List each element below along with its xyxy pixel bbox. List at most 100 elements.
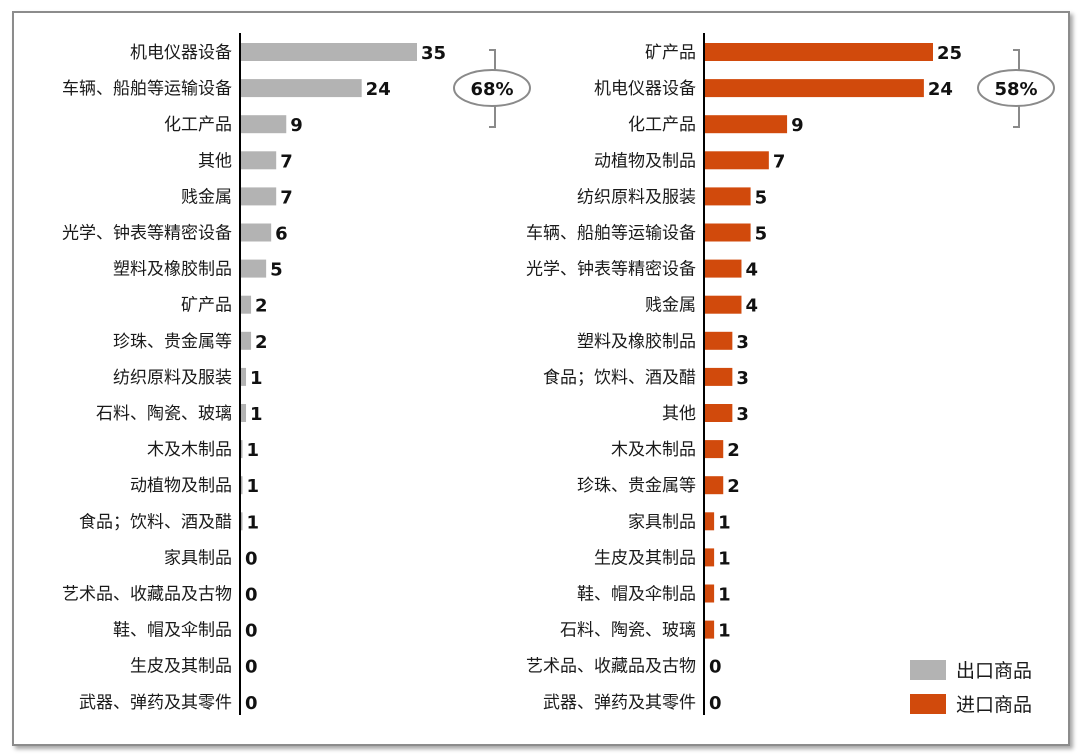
export-bar <box>241 295 252 314</box>
export-category-label: 光学、钟表等精密设备 <box>62 224 232 244</box>
export-category-label: 武器、弹药及其零件 <box>79 693 232 713</box>
export-bar <box>241 115 287 134</box>
import-bar <box>705 43 933 61</box>
export-category-label: 食品；饮料、酒及醋 <box>79 512 232 532</box>
import-bar <box>705 115 788 134</box>
export-value-label: 1 <box>247 440 260 461</box>
import-share-ellipse <box>977 69 1055 107</box>
import-bar <box>705 512 715 531</box>
export-bar <box>241 79 362 98</box>
import-value-label: 5 <box>755 224 768 245</box>
import-category-label: 艺术品、收藏品及古物 <box>526 657 696 677</box>
export-bar <box>241 440 243 459</box>
import-bar <box>705 259 742 278</box>
import-bar <box>705 367 733 386</box>
import-value-label: 0 <box>709 693 722 714</box>
export-value-label: 0 <box>245 621 258 642</box>
import-category-label: 动植物及制品 <box>594 151 696 171</box>
import-category-label: 珍珠、贵金属等 <box>577 476 696 496</box>
export-value-label: 2 <box>255 332 268 353</box>
export-category-label: 车辆、船舶等运输设备 <box>62 79 232 99</box>
export-value-label: 35 <box>421 43 446 64</box>
import-value-label: 1 <box>718 621 731 642</box>
export-share-ellipse <box>453 69 531 107</box>
import-value-label: 25 <box>937 43 962 64</box>
import-value-label: 3 <box>736 404 749 425</box>
import-value-label: 24 <box>928 79 953 100</box>
export-category-label: 贱金属 <box>181 187 232 207</box>
export-value-label: 0 <box>245 585 258 606</box>
export-category-label: 石料、陶瓷、玻璃 <box>96 404 232 424</box>
import-category-label: 木及木制品 <box>611 440 696 460</box>
import-category-label: 车辆、船舶等运输设备 <box>526 224 696 244</box>
import-value-label: 5 <box>755 187 768 208</box>
export-category-label: 矿产品 <box>181 296 232 316</box>
export-value-label: 5 <box>270 260 283 281</box>
legend-swatch <box>910 694 946 714</box>
export-bar <box>241 404 247 422</box>
import-value-label: 3 <box>736 332 749 353</box>
export-bar <box>241 367 247 386</box>
import-bar <box>705 620 715 639</box>
import-category-label: 其他 <box>662 404 696 424</box>
export-bar <box>241 259 267 278</box>
import-bar <box>705 404 733 422</box>
import-bar <box>705 331 733 350</box>
export-category-label: 珍珠、贵金属等 <box>113 332 232 352</box>
import-category-label: 光学、钟表等精密设备 <box>526 260 696 280</box>
legend-label: 出口商品 <box>956 660 1032 682</box>
import-category-label: 鞋、帽及伞制品 <box>577 585 696 605</box>
import-value-label: 4 <box>745 260 758 281</box>
export-value-label: 0 <box>245 657 258 678</box>
export-category-label: 纺织原料及服装 <box>113 368 232 388</box>
import-value-label: 0 <box>709 657 722 678</box>
export-share-label: 68% <box>470 79 513 100</box>
import-bar <box>705 476 724 495</box>
legend-swatch <box>910 660 946 680</box>
import-bar <box>705 440 724 459</box>
export-bar <box>241 187 277 206</box>
export-category-label: 塑料及橡胶制品 <box>113 260 232 280</box>
export-bar <box>241 43 417 61</box>
import-category-label: 食品；饮料、酒及醋 <box>543 368 696 388</box>
export-category-label: 化工产品 <box>164 115 232 135</box>
import-category-label: 石料、陶瓷、玻璃 <box>560 621 696 641</box>
export-chart: 机电仪器设备 35 车辆、船舶等运输设备 24 化工产品 9 其他 7 贱金属 7 光学、钟表等精密… <box>62 33 531 715</box>
import-bar <box>705 151 769 170</box>
import-value-label: 9 <box>791 115 804 136</box>
export-category-label: 家具制品 <box>164 548 232 568</box>
export-value-label: 9 <box>290 115 303 136</box>
export-bar <box>241 223 272 242</box>
import-bar <box>705 295 742 314</box>
import-category-label: 塑料及橡胶制品 <box>577 332 696 352</box>
export-bar <box>241 331 252 350</box>
import-value-label: 3 <box>736 368 749 389</box>
export-value-label: 2 <box>255 296 268 317</box>
export-value-label: 1 <box>250 368 263 389</box>
export-category-label: 木及木制品 <box>147 440 232 460</box>
import-value-label: 2 <box>727 476 740 497</box>
import-category-label: 生皮及其制品 <box>594 548 696 568</box>
import-category-label: 家具制品 <box>628 512 696 532</box>
import-value-label: 4 <box>745 296 758 317</box>
export-category-label: 其他 <box>198 151 232 171</box>
export-value-label: 1 <box>247 476 260 497</box>
import-bar <box>705 223 751 242</box>
export-value-label: 24 <box>366 79 391 100</box>
import-bar <box>705 548 715 567</box>
export-category-label: 鞋、帽及伞制品 <box>113 621 232 641</box>
import-bar <box>705 187 751 206</box>
import-value-label: 1 <box>718 548 731 569</box>
import-category-label: 化工产品 <box>628 115 696 135</box>
import-value-label: 1 <box>718 512 731 533</box>
import-bar <box>705 79 924 98</box>
import-category-label: 纺织原料及服装 <box>577 187 696 207</box>
import-value-label: 2 <box>727 440 740 461</box>
import-category-label: 矿产品 <box>645 43 696 63</box>
import-value-label: 7 <box>773 151 786 172</box>
chart-frame <box>12 11 1070 746</box>
export-category-label: 艺术品、收藏品及古物 <box>62 585 232 605</box>
